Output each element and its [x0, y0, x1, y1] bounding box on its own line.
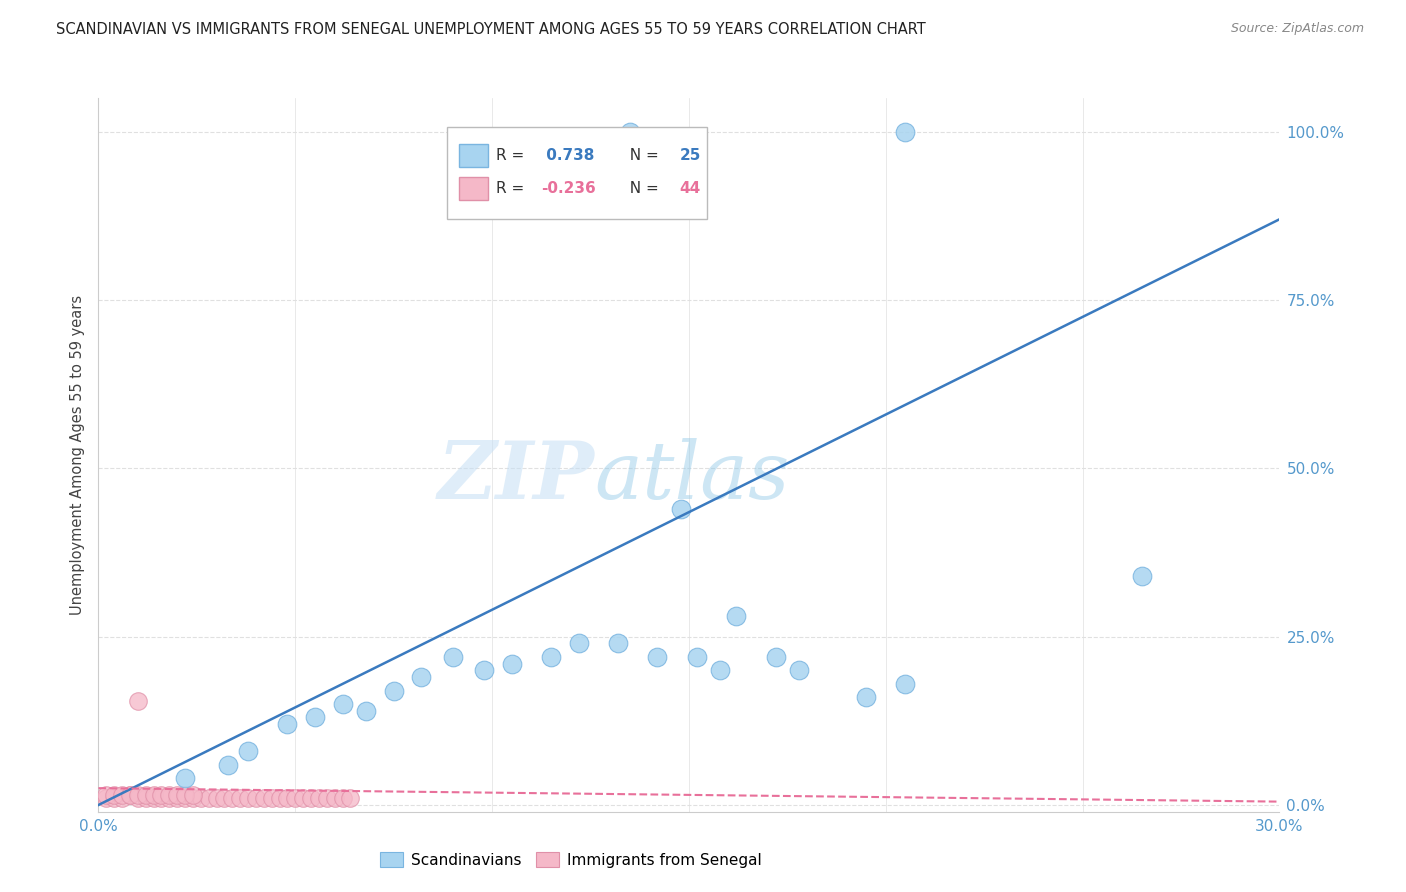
Point: [725, 609, 748, 624]
Point: [174, 771, 197, 785]
Point: [127, 693, 149, 707]
Point: [150, 788, 173, 802]
Text: atlas: atlas: [595, 438, 790, 515]
Point: [315, 791, 337, 805]
Point: [299, 791, 322, 805]
Point: [787, 664, 810, 678]
Point: [276, 717, 298, 731]
Point: [118, 788, 141, 802]
Point: [354, 704, 377, 718]
Point: [103, 791, 125, 805]
Point: [441, 649, 464, 664]
Point: [142, 788, 165, 802]
Point: [197, 791, 219, 805]
Point: [181, 788, 204, 802]
Point: [150, 791, 173, 805]
Point: [205, 791, 228, 805]
Text: 0.738: 0.738: [541, 148, 595, 162]
Text: R =: R =: [496, 181, 530, 196]
Point: [765, 649, 787, 664]
Point: [157, 788, 180, 802]
Point: [619, 125, 641, 139]
Point: [1130, 569, 1153, 583]
Point: [135, 788, 157, 802]
Point: [686, 649, 709, 664]
FancyBboxPatch shape: [458, 178, 488, 200]
Text: N =: N =: [620, 181, 664, 196]
Point: [221, 791, 243, 805]
Point: [260, 791, 283, 805]
Legend: Scandinavians, Immigrants from Senegal: Scandinavians, Immigrants from Senegal: [373, 844, 769, 875]
Point: [568, 636, 591, 650]
Text: ZIP: ZIP: [437, 438, 595, 515]
Point: [304, 710, 326, 724]
Point: [174, 788, 197, 802]
Point: [709, 664, 731, 678]
Point: [382, 683, 405, 698]
Text: R =: R =: [496, 148, 530, 162]
Text: -0.236: -0.236: [541, 181, 596, 196]
Point: [166, 791, 188, 805]
Point: [894, 677, 917, 691]
Y-axis label: Unemployment Among Ages 55 to 59 years: Unemployment Among Ages 55 to 59 years: [69, 295, 84, 615]
Text: Source: ZipAtlas.com: Source: ZipAtlas.com: [1230, 22, 1364, 36]
Point: [472, 664, 495, 678]
Point: [142, 791, 165, 805]
FancyBboxPatch shape: [458, 144, 488, 167]
Point: [127, 791, 149, 805]
Point: [276, 791, 298, 805]
Point: [647, 649, 669, 664]
Point: [607, 636, 630, 650]
Text: 44: 44: [679, 181, 700, 196]
Point: [96, 791, 118, 805]
Point: [292, 791, 315, 805]
Text: 25: 25: [679, 148, 700, 162]
Point: [157, 791, 180, 805]
Point: [308, 791, 330, 805]
Point: [245, 791, 267, 805]
Point: [236, 791, 259, 805]
Point: [501, 657, 523, 671]
Text: N =: N =: [620, 148, 664, 162]
Point: [284, 791, 307, 805]
Point: [269, 791, 291, 805]
Point: [181, 791, 204, 805]
Point: [96, 788, 118, 802]
Point: [174, 791, 197, 805]
Point: [217, 757, 239, 772]
Point: [127, 788, 149, 802]
Point: [894, 125, 917, 139]
Point: [669, 501, 692, 516]
Point: [111, 788, 134, 802]
Point: [135, 791, 157, 805]
Point: [103, 788, 125, 802]
Point: [339, 791, 361, 805]
Point: [332, 697, 354, 711]
Point: [323, 791, 346, 805]
Point: [229, 791, 252, 805]
Text: SCANDINAVIAN VS IMMIGRANTS FROM SENEGAL UNEMPLOYMENT AMONG AGES 55 TO 59 YEARS C: SCANDINAVIAN VS IMMIGRANTS FROM SENEGAL …: [56, 22, 927, 37]
Point: [166, 788, 188, 802]
Point: [118, 788, 141, 802]
Point: [214, 791, 236, 805]
Point: [236, 744, 259, 758]
Point: [855, 690, 877, 705]
Point: [253, 791, 276, 805]
Point: [540, 649, 562, 664]
Point: [411, 670, 433, 684]
Point: [190, 791, 212, 805]
Point: [332, 791, 354, 805]
Point: [111, 791, 134, 805]
FancyBboxPatch shape: [447, 127, 707, 219]
